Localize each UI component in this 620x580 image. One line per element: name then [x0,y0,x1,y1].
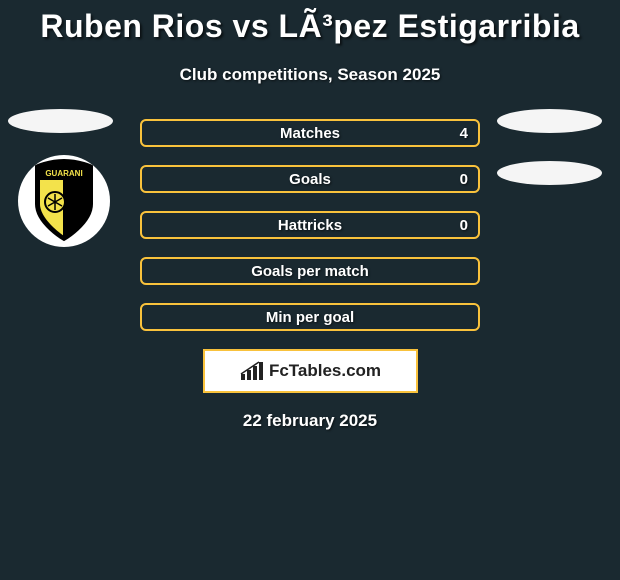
brand-box: FcTables.com [203,349,418,393]
date: 22 february 2025 [0,411,620,431]
stat-value: 0 [460,171,468,188]
infographic-container: Ruben Rios vs LÃ³pez Estigarribia Club c… [0,0,620,431]
stat-label: Hattricks [278,217,342,234]
stats-area: GUARANI Matches 4 Goals [0,119,620,431]
stat-value: 4 [460,125,468,142]
stat-row-goals-per-match: Goals per match [140,257,480,285]
guarani-crest-icon: GUARANI [28,158,100,244]
stat-value: 0 [460,217,468,234]
bar-chart-icon [239,360,265,382]
stat-label: Goals [289,171,331,188]
right-player-column [497,109,602,213]
player-photo-placeholder [497,109,602,133]
club-crest: GUARANI [18,155,118,255]
club-crest-circle: GUARANI [18,155,110,247]
stat-label: Min per goal [266,309,354,326]
stat-row-hattricks: Hattricks 0 [140,211,480,239]
player-photo-placeholder [8,109,113,133]
page-title: Ruben Rios vs LÃ³pez Estigarribia [0,8,620,45]
stat-row-matches: Matches 4 [140,119,480,147]
left-player-column: GUARANI [8,109,118,255]
stat-row-min-per-goal: Min per goal [140,303,480,331]
brand-name: FcTables.com [269,361,381,381]
stat-label: Goals per match [251,263,369,280]
stat-label: Matches [280,125,340,142]
subtitle: Club competitions, Season 2025 [0,65,620,85]
stat-row-goals: Goals 0 [140,165,480,193]
stat-rows: Matches 4 Goals 0 Hattricks 0 Goals per … [140,119,480,331]
player-photo-placeholder [497,161,602,185]
svg-text:GUARANI: GUARANI [45,169,82,178]
